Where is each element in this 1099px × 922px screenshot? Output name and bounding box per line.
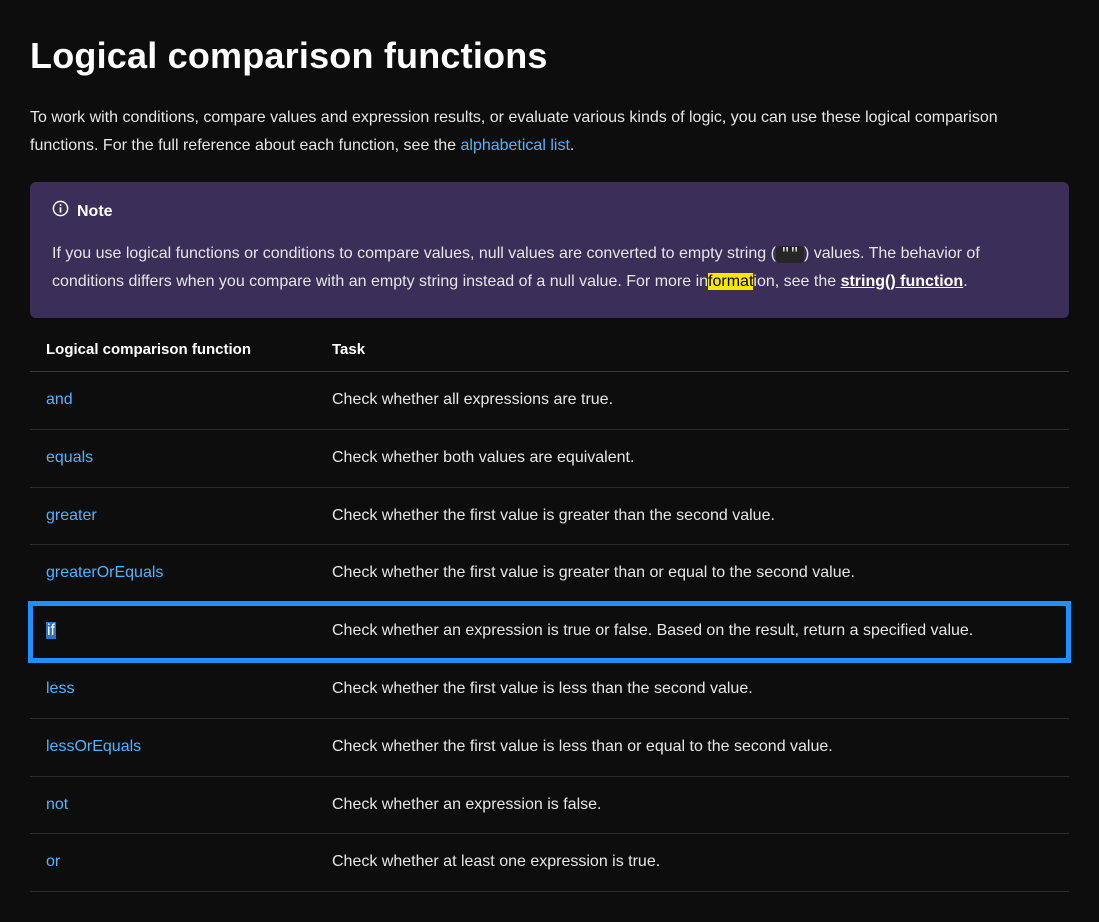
note-label: Note <box>77 200 113 225</box>
table-cell-fn: equals <box>30 429 316 487</box>
table-cell-fn: or <box>30 834 316 892</box>
table-row: less Check whether the first value is les… <box>30 661 1069 719</box>
function-link[interactable]: not <box>46 796 68 813</box>
note-box: Note If you use logical functions or con… <box>30 182 1069 318</box>
function-link[interactable]: greater <box>46 507 97 524</box>
note-body: If you use logical functions or conditio… <box>52 240 1047 296</box>
table-row: and Check whether all expressions are tru… <box>30 372 1069 430</box>
intro-text-b: . <box>570 137 574 154</box>
function-link[interactable]: lessOrEquals <box>46 738 141 755</box>
table-header-fn: Logical comparison function <box>30 328 316 372</box>
table-row: greaterOrEquals Check whether the first v… <box>30 545 1069 603</box>
table-cell-fn: if <box>30 603 316 661</box>
function-link[interactable]: equals <box>46 449 93 466</box>
table-cell-task: Check whether all expressions are true. <box>316 372 1069 430</box>
function-link[interactable]: greaterOrEquals <box>46 564 163 581</box>
table-cell-fn: and <box>30 372 316 430</box>
note-header: Note <box>52 200 1047 226</box>
table-row: not Check whether an expression is false. <box>30 776 1069 834</box>
note-text-a: If you use logical functions or conditio… <box>52 245 776 262</box>
table-cell-fn: not <box>30 776 316 834</box>
page-title: Logical comparison functions <box>30 28 1069 84</box>
table-cell-task: Check whether at least one expression is… <box>316 834 1069 892</box>
intro-paragraph: To work with conditions, compare values … <box>30 104 1069 160</box>
function-link[interactable]: if <box>46 622 56 639</box>
table-cell-task: Check whether both values are equivalent… <box>316 429 1069 487</box>
table-cell-fn: lessOrEquals <box>30 718 316 776</box>
table-cell-fn: less <box>30 661 316 719</box>
function-link[interactable]: or <box>46 853 60 870</box>
table-cell-task: Check whether an expression is false. <box>316 776 1069 834</box>
table-cell-fn: greaterOrEquals <box>30 545 316 603</box>
table-row: if Check whether an expression is true or… <box>30 603 1069 661</box>
alphabetical-list-link[interactable]: alphabetical list <box>460 137 569 154</box>
functions-table: Logical comparison function Task and Chec… <box>30 328 1069 892</box>
table-header-task: Task <box>316 328 1069 372</box>
table-cell-task: Check whether the first value is less th… <box>316 661 1069 719</box>
function-link[interactable]: and <box>46 391 73 408</box>
function-link[interactable]: less <box>46 680 74 697</box>
table-cell-task: Check whether the first value is greater… <box>316 487 1069 545</box>
table-cell-task: Check whether the first value is greater… <box>316 545 1069 603</box>
table-cell-task: Check whether the first value is less th… <box>316 718 1069 776</box>
string-function-link[interactable]: string() function <box>841 273 964 290</box>
table-row: greater Check whether the first value is … <box>30 487 1069 545</box>
table-cell-fn: greater <box>30 487 316 545</box>
table-cell-task: Check whether an expression is true or f… <box>316 603 1069 661</box>
table-row: or Check whether at least one expression … <box>30 834 1069 892</box>
note-text-d: . <box>963 273 967 290</box>
table-row: lessOrEquals Check whether the first valu… <box>30 718 1069 776</box>
find-highlight: format <box>708 273 753 290</box>
note-text-c: ion, see the <box>753 273 840 290</box>
table-row: equals Check whether both values are equi… <box>30 429 1069 487</box>
info-icon <box>52 200 69 226</box>
code-empty-string: "" <box>776 246 804 263</box>
